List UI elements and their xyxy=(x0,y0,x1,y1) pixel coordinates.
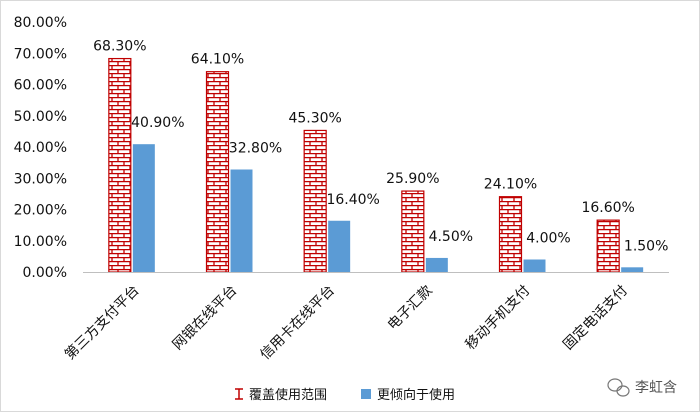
y-tick-label: 20.00% xyxy=(14,203,67,219)
data-label-preferred: 16.40% xyxy=(326,192,379,208)
legend-marker-coverage xyxy=(235,388,243,400)
legend: 覆盖使用范围 更倾向于使用 xyxy=(235,387,455,403)
category-label: 信用卡在线平台 xyxy=(257,283,338,364)
y-tick-label: 10.00% xyxy=(14,234,67,250)
y-tick-label: 80.00% xyxy=(14,15,67,31)
y-tick-label: 70.00% xyxy=(14,46,67,62)
y-tick-label: 40.00% xyxy=(14,140,67,156)
bar-coverage xyxy=(596,219,620,273)
data-label-preferred: 40.90% xyxy=(131,115,184,131)
data-label-coverage: 24.10% xyxy=(484,177,537,193)
data-label-preferred: 32.80% xyxy=(229,141,282,157)
y-axis: 0.00% 10.00% 20.00% 30.00% 40.00% 50.00% 60.00… xyxy=(14,15,67,281)
data-label-coverage: 68.30% xyxy=(93,39,146,55)
legend-marker-preferred xyxy=(361,389,371,399)
data-label-preferred: 4.50% xyxy=(429,229,473,245)
category-label: 第三方支付平台 xyxy=(61,282,142,363)
bar-coverage xyxy=(303,129,327,273)
legend-label-coverage: 覆盖使用范围 xyxy=(249,387,327,403)
category-label: 固定电话支付 xyxy=(560,283,631,354)
bar-preferred xyxy=(328,220,351,272)
data-label-preferred: 4.00% xyxy=(526,231,570,247)
y-tick-label: 30.00% xyxy=(14,171,67,187)
x-axis: 第三方支付平台 网银在线平台 信用卡在线平台 电子汇款 移动手机支付 固定电话支付 xyxy=(61,272,669,364)
bar-coverage xyxy=(205,71,230,273)
bars-group: 68.30% 40.90% 64.10% 32.80% 45.30% 16.40% 25.9… xyxy=(93,39,668,273)
y-tick-label: 0.00% xyxy=(23,265,67,281)
y-tick-label: 50.00% xyxy=(14,109,67,125)
data-label-coverage: 45.30% xyxy=(288,110,341,126)
bar-coverage xyxy=(498,196,523,273)
wechat-icon-bubble xyxy=(607,378,623,392)
category-label: 网银在线平台 xyxy=(170,283,241,354)
category-label: 电子汇款 xyxy=(385,283,436,334)
bar-preferred xyxy=(230,169,253,272)
legend-label-preferred: 更倾向于使用 xyxy=(377,387,455,403)
bar-coverage xyxy=(108,57,132,273)
bar-preferred xyxy=(425,257,448,272)
data-label-preferred: 1.50% xyxy=(624,238,668,254)
wechat-icon xyxy=(607,378,630,397)
watermark-text: 李虹含 xyxy=(635,380,677,396)
bar-coverage xyxy=(401,190,425,273)
data-label-coverage: 16.60% xyxy=(581,200,634,216)
bar-preferred xyxy=(132,144,155,272)
data-label-coverage: 64.10% xyxy=(191,52,244,68)
y-tick-label: 60.00% xyxy=(14,78,67,94)
wechat-icon-bubble xyxy=(616,385,630,397)
bar-preferred xyxy=(621,267,644,272)
category-label: 移动手机支付 xyxy=(463,283,534,354)
watermark: 李虹含 xyxy=(607,378,677,397)
data-label-coverage: 25.90% xyxy=(386,171,439,187)
bar-preferred xyxy=(523,259,546,272)
